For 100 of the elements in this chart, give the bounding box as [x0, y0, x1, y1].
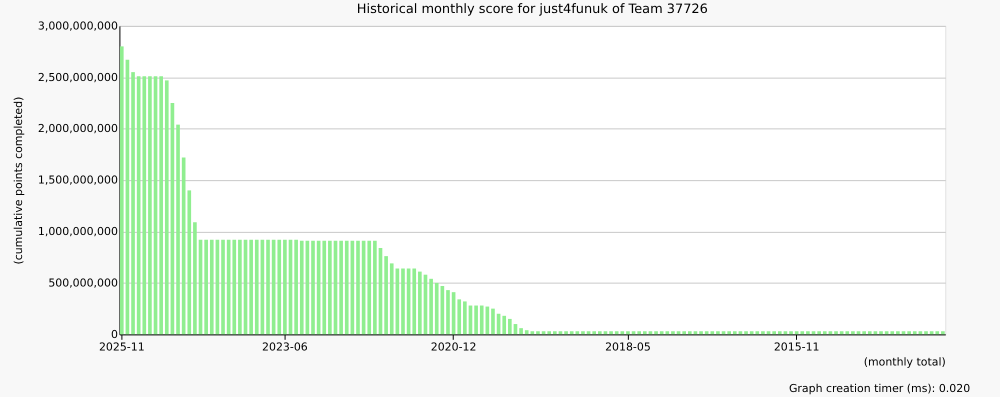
y-tick-label: 2,500,000,000 [38, 70, 118, 84]
bar [334, 240, 338, 334]
y-tick-label: 500,000,000 [48, 276, 118, 290]
bar [294, 240, 298, 334]
bar [502, 316, 506, 334]
x-axis-title: (monthly total) [864, 356, 946, 369]
bar [496, 314, 500, 334]
y-tick-label: 1,500,000,000 [38, 174, 118, 187]
bar [136, 76, 140, 334]
bar [306, 240, 310, 334]
bar [524, 330, 529, 334]
bar [704, 331, 709, 334]
bar [283, 240, 287, 334]
bar [766, 331, 770, 334]
bar [727, 331, 732, 334]
bar [216, 240, 220, 334]
bar [896, 331, 900, 334]
bar [553, 331, 557, 334]
bar [930, 331, 934, 334]
bar [210, 240, 214, 334]
bar [660, 331, 664, 334]
bar [755, 331, 760, 334]
bar [204, 240, 208, 334]
bar [812, 331, 816, 334]
bar [187, 190, 192, 334]
bar [193, 222, 197, 334]
bar [935, 331, 940, 334]
bar [159, 76, 163, 334]
bar [834, 331, 838, 334]
bar [328, 240, 332, 334]
bar [570, 331, 574, 334]
bar [856, 331, 860, 334]
bar [154, 76, 158, 334]
bar [339, 240, 343, 334]
bar [784, 331, 788, 334]
bar [817, 331, 821, 334]
bar [480, 306, 484, 334]
bar [614, 331, 619, 334]
chart-title: Historical monthly score for just4funuk of Team 37726 [356, 2, 708, 17]
bar [373, 240, 377, 334]
bar [126, 60, 130, 334]
x-tick-label: 2018-05 [605, 340, 651, 354]
bar [514, 324, 518, 334]
bar [142, 76, 146, 334]
bar [874, 331, 878, 334]
bar [862, 331, 866, 334]
bar [434, 282, 439, 334]
y-axis-title: (cumulative points completed) [12, 96, 25, 265]
bar [851, 331, 855, 334]
bar [221, 240, 225, 334]
bar [226, 240, 230, 334]
bar [564, 331, 568, 334]
bar [924, 331, 928, 334]
x-tick-label: 2015-11 [774, 340, 820, 354]
bar [530, 331, 534, 334]
bar [486, 306, 490, 334]
bar [806, 331, 810, 334]
bar [519, 328, 523, 334]
bar [750, 331, 754, 334]
x-tick-label: 2023-06 [262, 340, 308, 354]
bar [266, 240, 270, 334]
bar [868, 331, 872, 334]
bar [598, 331, 602, 334]
bar [907, 331, 911, 334]
bar [120, 46, 124, 334]
bar [778, 331, 782, 334]
text: Graph creation timer (ms): 0.020 [788, 382, 970, 396]
bar [232, 240, 236, 334]
bar [401, 268, 405, 334]
bar [249, 240, 253, 334]
bar [508, 318, 512, 334]
bar [344, 240, 349, 334]
y-tick-label: 0 [110, 328, 118, 341]
bar [452, 292, 456, 334]
y-tick-label: 1,000,000,000 [38, 224, 118, 238]
bar [665, 331, 670, 334]
bar [547, 331, 552, 334]
bar [637, 331, 642, 334]
bar [800, 331, 804, 334]
bar [362, 240, 366, 334]
bar [311, 240, 315, 334]
bar [396, 268, 400, 334]
bar [884, 331, 888, 334]
bar [424, 274, 428, 334]
bar [840, 331, 844, 334]
y-tick-label: 3,000,000,000 [38, 19, 118, 32]
bar [710, 331, 714, 334]
bar [576, 331, 580, 334]
bar [244, 240, 248, 334]
bar [912, 331, 917, 334]
bar [316, 240, 320, 334]
bar [642, 331, 647, 334]
bar [918, 331, 922, 334]
bar [164, 80, 169, 334]
bar [254, 240, 259, 334]
bar [300, 240, 304, 334]
bar [463, 301, 467, 334]
bar [457, 299, 462, 334]
bar [148, 76, 152, 334]
bar [406, 268, 410, 334]
